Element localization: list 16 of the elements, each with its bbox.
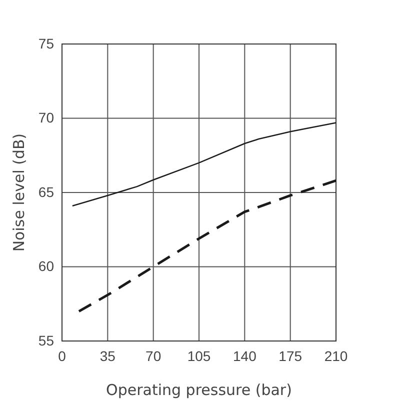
y-tick-label: 65 xyxy=(38,184,54,200)
x-tick-label: 210 xyxy=(324,348,348,364)
y-axis-title: Noise level (dB) xyxy=(10,133,28,252)
x-tick-label: 140 xyxy=(232,348,257,364)
x-tick-label: 105 xyxy=(187,348,211,364)
x-tick-label: 35 xyxy=(100,348,116,364)
line-series xyxy=(78,179,338,313)
y-tick-label: 55 xyxy=(38,332,54,348)
y-tick-label: 60 xyxy=(38,258,54,274)
x-tick-label: 70 xyxy=(146,348,162,364)
x-axis-title: Operating pressure (bar) xyxy=(106,381,292,399)
line-series xyxy=(72,122,337,207)
y-tick-label: 75 xyxy=(38,35,54,52)
y-tick-label: 70 xyxy=(38,110,54,126)
x-tick-label: 175 xyxy=(278,348,302,364)
x-tick-label: 0 xyxy=(58,348,66,364)
